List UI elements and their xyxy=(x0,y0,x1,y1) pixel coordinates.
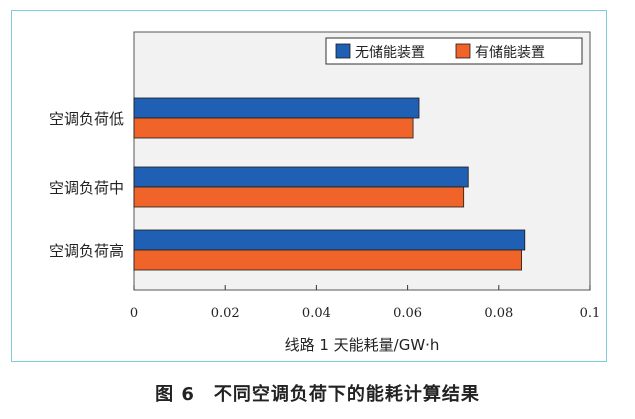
x-tick-label: 0.02 xyxy=(211,306,240,321)
legend-box xyxy=(325,37,583,65)
x-tick-label: 0.1 xyxy=(580,306,601,321)
figure-caption: 图 6 不同空调负荷下的能耗计算结果 xyxy=(155,384,480,405)
bar-with-storage xyxy=(133,249,523,271)
category-label: 空调负荷中 xyxy=(49,179,124,197)
legend-label: 无储能装置 xyxy=(355,45,425,61)
category-label: 空调负荷低 xyxy=(49,110,124,128)
x-axis-label: 线路 1 天能耗量/GW·h xyxy=(285,336,440,354)
bar-without-storage xyxy=(133,229,526,251)
x-tick-label: 0 xyxy=(130,306,138,321)
legend-swatch xyxy=(335,43,351,59)
bar-with-storage xyxy=(133,117,414,139)
x-tick-label: 0.04 xyxy=(302,306,331,321)
legend-label: 有储能装置 xyxy=(475,45,545,61)
legend-swatch xyxy=(455,43,471,59)
x-tick-label: 0.06 xyxy=(393,306,422,321)
category-label: 空调负荷高 xyxy=(49,242,124,260)
bar-with-storage xyxy=(133,186,465,208)
bar-without-storage xyxy=(133,97,420,119)
x-tick-label: 0.08 xyxy=(484,306,513,321)
bar-without-storage xyxy=(133,166,469,188)
